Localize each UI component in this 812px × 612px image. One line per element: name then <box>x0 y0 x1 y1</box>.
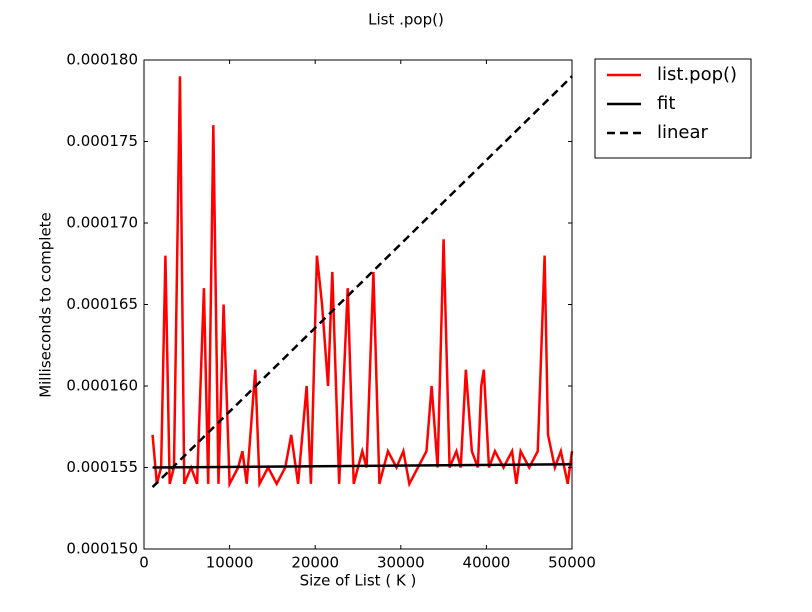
y-tick-label: 0.000165 <box>66 295 138 313</box>
legend-label: list.pop() <box>657 64 737 85</box>
x-tick-label: 0 <box>139 554 149 572</box>
y-tick-label: 0.000160 <box>66 377 138 395</box>
y-tick-label: 0.000150 <box>66 540 138 558</box>
x-tick-label: 50000 <box>548 554 596 572</box>
series-line <box>152 462 573 469</box>
y-tick-label: 0.000175 <box>66 132 138 150</box>
x-tick-label: 40000 <box>463 554 511 572</box>
legend-label: linear <box>657 122 709 143</box>
x-tick-label: 10000 <box>206 554 254 572</box>
chart-title: List .pop() <box>368 11 444 29</box>
x-tick-label: 30000 <box>377 554 425 572</box>
x-axis-label: Size of List ( K ) <box>300 572 417 590</box>
series-line <box>151 75 573 488</box>
legend-label: fit <box>657 93 675 114</box>
y-tick-label: 0.000155 <box>66 458 138 476</box>
y-tick-label: 0.000170 <box>66 214 138 232</box>
y-tick-label: 0.000180 <box>66 51 138 69</box>
x-tick-label: 20000 <box>291 554 339 572</box>
y-axis-label: Milliseconds to complete <box>37 212 55 398</box>
series-line <box>151 76 574 489</box>
